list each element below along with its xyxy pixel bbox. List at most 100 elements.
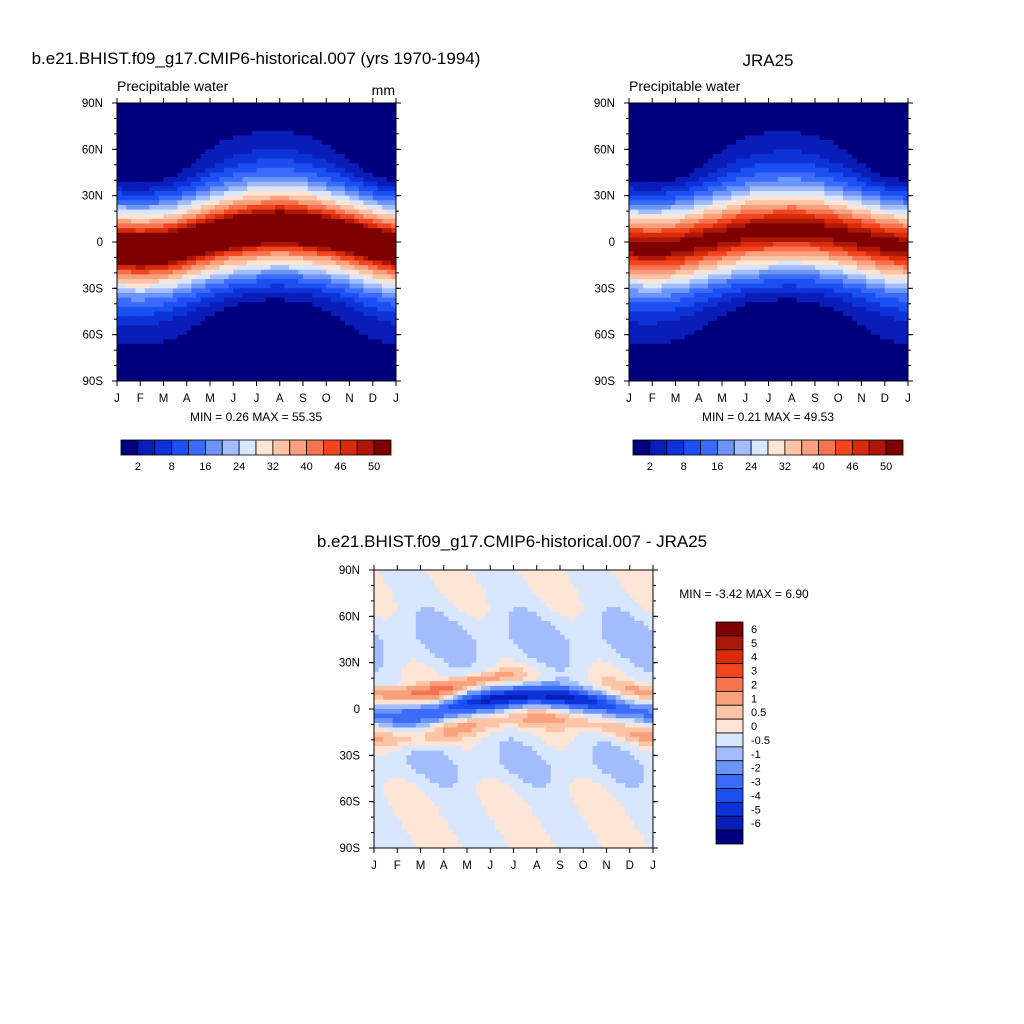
field-cell bbox=[656, 149, 662, 155]
field-cell bbox=[205, 330, 211, 336]
field-cell bbox=[251, 186, 257, 192]
field-cell bbox=[177, 177, 183, 183]
field-cell bbox=[177, 144, 183, 150]
field-cell bbox=[326, 255, 332, 261]
field-cell bbox=[228, 121, 234, 127]
field-cell bbox=[210, 376, 216, 382]
field-cell bbox=[777, 140, 783, 146]
field-cell bbox=[242, 311, 248, 317]
field-cell bbox=[326, 325, 332, 331]
field-cell bbox=[205, 348, 211, 354]
field-cell bbox=[386, 371, 392, 377]
field-cell bbox=[228, 325, 234, 331]
field-cell bbox=[340, 126, 346, 132]
field-cell bbox=[363, 283, 369, 289]
field-cell bbox=[182, 367, 188, 373]
field-cell bbox=[382, 311, 388, 317]
field-cell bbox=[349, 167, 355, 173]
field-cell bbox=[815, 149, 821, 155]
field-cell bbox=[358, 153, 364, 159]
field-cell bbox=[242, 246, 248, 252]
field-cell bbox=[391, 130, 397, 136]
field-cell bbox=[163, 353, 169, 359]
field-cell bbox=[754, 116, 760, 122]
field-cell bbox=[242, 297, 248, 303]
field-cell bbox=[293, 320, 299, 326]
field-cell bbox=[312, 283, 318, 289]
field-cell bbox=[117, 172, 123, 178]
field-cell bbox=[191, 135, 197, 141]
field-cell bbox=[815, 144, 821, 150]
field-cell bbox=[703, 121, 709, 127]
field-cell bbox=[819, 186, 825, 192]
field-cell bbox=[330, 376, 336, 382]
field-cell bbox=[852, 130, 858, 136]
field-cell bbox=[149, 103, 155, 109]
field-cell bbox=[172, 362, 178, 368]
field-cell bbox=[316, 153, 322, 159]
field-cell bbox=[121, 367, 127, 373]
field-cell bbox=[903, 186, 909, 192]
field-cell bbox=[363, 107, 369, 113]
field-cell bbox=[223, 135, 229, 141]
field-cell bbox=[377, 269, 383, 275]
field-cell bbox=[838, 172, 844, 178]
field-cell bbox=[377, 163, 383, 169]
field-cell bbox=[358, 144, 364, 150]
field-cell bbox=[321, 218, 327, 224]
panel-model-title: b.e21.BHIST.f09_g17.CMIP6-historical.007… bbox=[32, 49, 481, 68]
field-cell bbox=[261, 353, 267, 359]
field-cell bbox=[275, 204, 281, 210]
field-cell bbox=[191, 232, 197, 238]
field-cell bbox=[158, 292, 164, 298]
field-cell bbox=[140, 209, 146, 215]
field-cell bbox=[386, 195, 392, 201]
field-cell bbox=[298, 320, 304, 326]
field-cell bbox=[847, 167, 853, 173]
field-cell bbox=[847, 158, 853, 164]
field-cell bbox=[130, 260, 136, 266]
field-cell bbox=[372, 255, 378, 261]
field-cell bbox=[158, 357, 164, 363]
field-cell bbox=[261, 334, 267, 340]
field-cell bbox=[754, 191, 760, 197]
field-cell bbox=[307, 209, 313, 215]
field-cell bbox=[694, 153, 700, 159]
field-cell bbox=[763, 144, 769, 150]
field-cell bbox=[279, 172, 285, 178]
field-cell bbox=[638, 167, 644, 173]
field-cell bbox=[875, 195, 881, 201]
field-cell bbox=[810, 163, 816, 169]
field-cell bbox=[642, 112, 648, 118]
field-cell bbox=[223, 316, 229, 322]
field-cell bbox=[233, 302, 239, 308]
field-cell bbox=[256, 330, 262, 336]
field-cell bbox=[391, 144, 397, 150]
field-cell bbox=[130, 251, 136, 257]
field-cell bbox=[237, 167, 243, 173]
field-cell bbox=[279, 297, 285, 303]
field-cell bbox=[284, 191, 290, 197]
panel-obs: JRA25 Precipitable water J F M A M J J A S O N D J90… bbox=[594, 51, 913, 473]
field-cell bbox=[214, 288, 220, 294]
field-cell bbox=[126, 367, 132, 373]
field-cell bbox=[261, 242, 267, 248]
field-cell bbox=[121, 320, 127, 326]
field-cell bbox=[205, 279, 211, 285]
field-cell bbox=[372, 274, 378, 280]
field-cell bbox=[391, 103, 397, 109]
field-cell bbox=[163, 126, 169, 132]
field-cell bbox=[130, 353, 136, 359]
field-cell bbox=[154, 279, 160, 285]
field-cell bbox=[196, 320, 202, 326]
field-cell bbox=[298, 330, 304, 336]
field-cell bbox=[680, 195, 686, 201]
field-cell bbox=[200, 214, 206, 220]
field-cell bbox=[191, 181, 197, 187]
field-cell bbox=[368, 195, 374, 201]
field-cell bbox=[377, 246, 383, 252]
field-cell bbox=[121, 237, 127, 243]
field-cell bbox=[135, 103, 141, 109]
field-cell bbox=[191, 260, 197, 266]
field-cell bbox=[801, 191, 807, 197]
